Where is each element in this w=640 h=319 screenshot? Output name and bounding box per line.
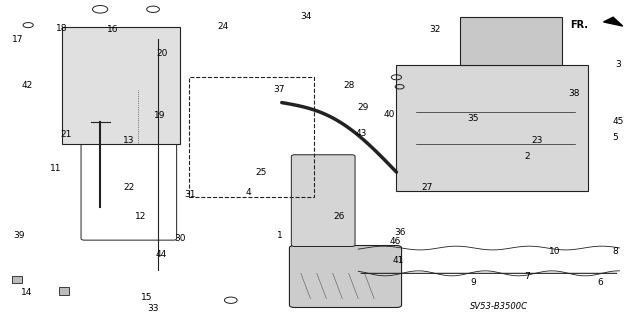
Text: 21: 21: [61, 130, 72, 139]
Text: 43: 43: [356, 129, 367, 138]
Text: 40: 40: [383, 110, 394, 119]
Text: 3: 3: [615, 60, 621, 69]
Text: 6: 6: [598, 278, 604, 287]
Text: 41: 41: [393, 256, 404, 264]
Text: 46: 46: [390, 237, 401, 246]
Text: 38: 38: [568, 89, 579, 98]
Text: 2: 2: [524, 152, 530, 161]
Text: 33: 33: [147, 304, 159, 313]
Text: 20: 20: [156, 49, 168, 58]
Text: 12: 12: [134, 212, 146, 221]
Text: 34: 34: [300, 12, 312, 21]
Text: FR.: FR.: [570, 20, 588, 30]
Text: 4: 4: [246, 188, 252, 197]
Text: 18: 18: [56, 24, 68, 33]
Text: 8: 8: [612, 247, 618, 256]
Polygon shape: [62, 27, 180, 144]
Text: 23: 23: [531, 136, 542, 145]
Text: 19: 19: [154, 111, 165, 120]
Text: 15: 15: [141, 293, 152, 301]
FancyBboxPatch shape: [67, 28, 134, 126]
Polygon shape: [460, 17, 562, 65]
Bar: [59, 287, 69, 294]
Text: SV53-B3500C: SV53-B3500C: [470, 302, 528, 311]
Text: 32: 32: [429, 25, 440, 34]
Text: 27: 27: [421, 183, 433, 192]
Text: 22: 22: [124, 183, 134, 192]
Polygon shape: [396, 65, 588, 191]
Text: 45: 45: [612, 117, 624, 126]
Text: 11: 11: [50, 165, 61, 174]
Bar: [12, 276, 22, 284]
Text: 5: 5: [612, 133, 618, 142]
Text: 44: 44: [155, 250, 166, 259]
Text: 37: 37: [273, 85, 284, 94]
Polygon shape: [604, 17, 623, 26]
Text: 29: 29: [358, 103, 369, 112]
Text: 25: 25: [256, 168, 267, 177]
Text: 26: 26: [333, 212, 345, 221]
Text: 31: 31: [184, 190, 196, 199]
Text: 36: 36: [394, 228, 405, 237]
FancyBboxPatch shape: [289, 246, 401, 308]
Text: 14: 14: [21, 288, 33, 297]
Bar: [189, 77, 314, 197]
Text: 13: 13: [123, 136, 134, 145]
Text: 30: 30: [174, 234, 186, 243]
Text: 42: 42: [21, 81, 33, 90]
Text: 16: 16: [107, 25, 118, 34]
Text: 7: 7: [524, 272, 530, 281]
Text: 28: 28: [343, 81, 355, 90]
Text: 1: 1: [277, 231, 283, 240]
Text: 9: 9: [470, 278, 476, 287]
Text: 24: 24: [218, 22, 228, 31]
Text: 10: 10: [548, 247, 560, 256]
Text: 35: 35: [467, 114, 479, 123]
Text: 17: 17: [12, 35, 23, 44]
FancyBboxPatch shape: [291, 155, 355, 247]
Text: 39: 39: [13, 231, 25, 240]
